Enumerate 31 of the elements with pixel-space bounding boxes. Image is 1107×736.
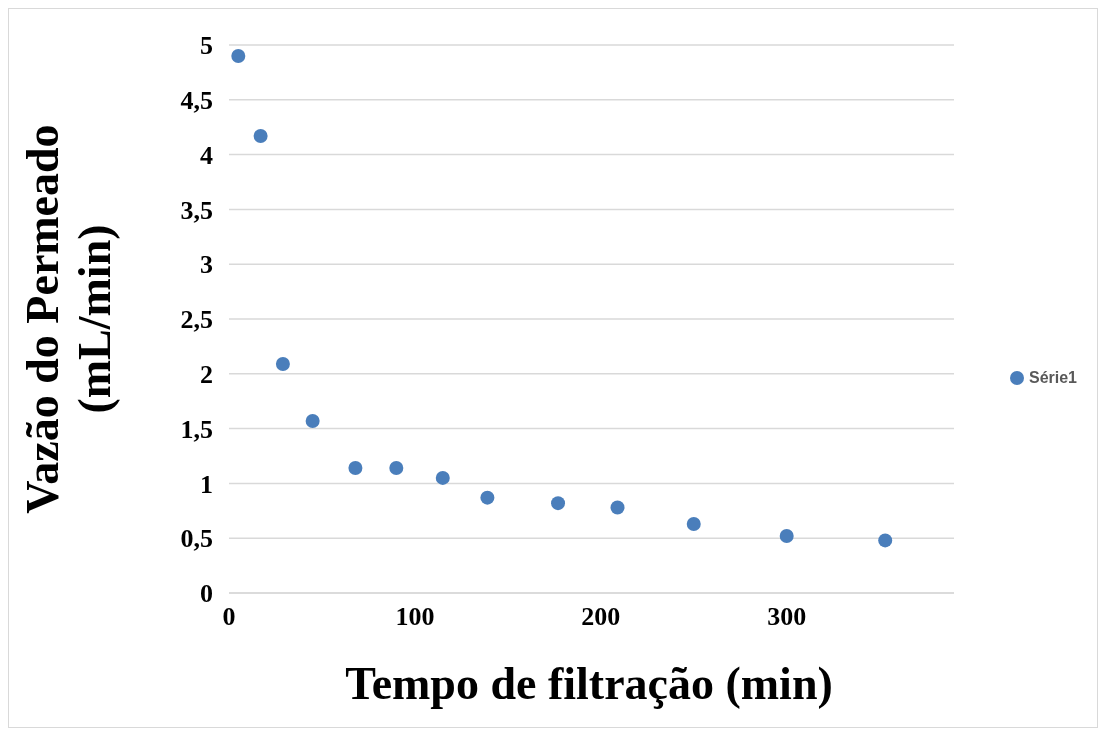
y-tick-label: 0,5: [180, 524, 213, 554]
point: [551, 496, 566, 511]
x-tick-label: 0: [222, 602, 236, 632]
point: [231, 48, 246, 63]
point: [435, 470, 450, 485]
y-tick-label: 3: [200, 250, 213, 280]
x-tick-label: 200: [581, 602, 621, 632]
point: [686, 516, 701, 531]
point: [878, 533, 893, 548]
y-tick-label: 4,5: [180, 86, 213, 116]
point: [779, 529, 794, 544]
y-tick-label: 3,5: [180, 195, 213, 225]
point: [348, 461, 363, 476]
y-tick-label: 0: [200, 579, 213, 609]
x-tick-label: 100: [395, 602, 435, 632]
point: [610, 500, 625, 515]
y-tick-label: 1,5: [180, 414, 213, 444]
point: [305, 413, 320, 428]
point: [389, 461, 404, 476]
y-tick-label: 5: [200, 31, 213, 61]
y-axis-title: Vazão do Permeado (mL/min): [17, 123, 121, 516]
y-tick-label: 1: [200, 469, 213, 499]
point: [480, 490, 495, 505]
legend-label: Série1: [1028, 369, 1077, 387]
y-tick-label: 2,5: [180, 305, 213, 335]
x-axis-title: Tempo de filtração (min): [344, 657, 834, 710]
point: [253, 128, 268, 143]
y-tick-label: 4: [200, 140, 213, 170]
y-tick-label: 2: [200, 360, 213, 390]
x-tick-label: 300: [767, 602, 807, 632]
point: [275, 356, 290, 371]
